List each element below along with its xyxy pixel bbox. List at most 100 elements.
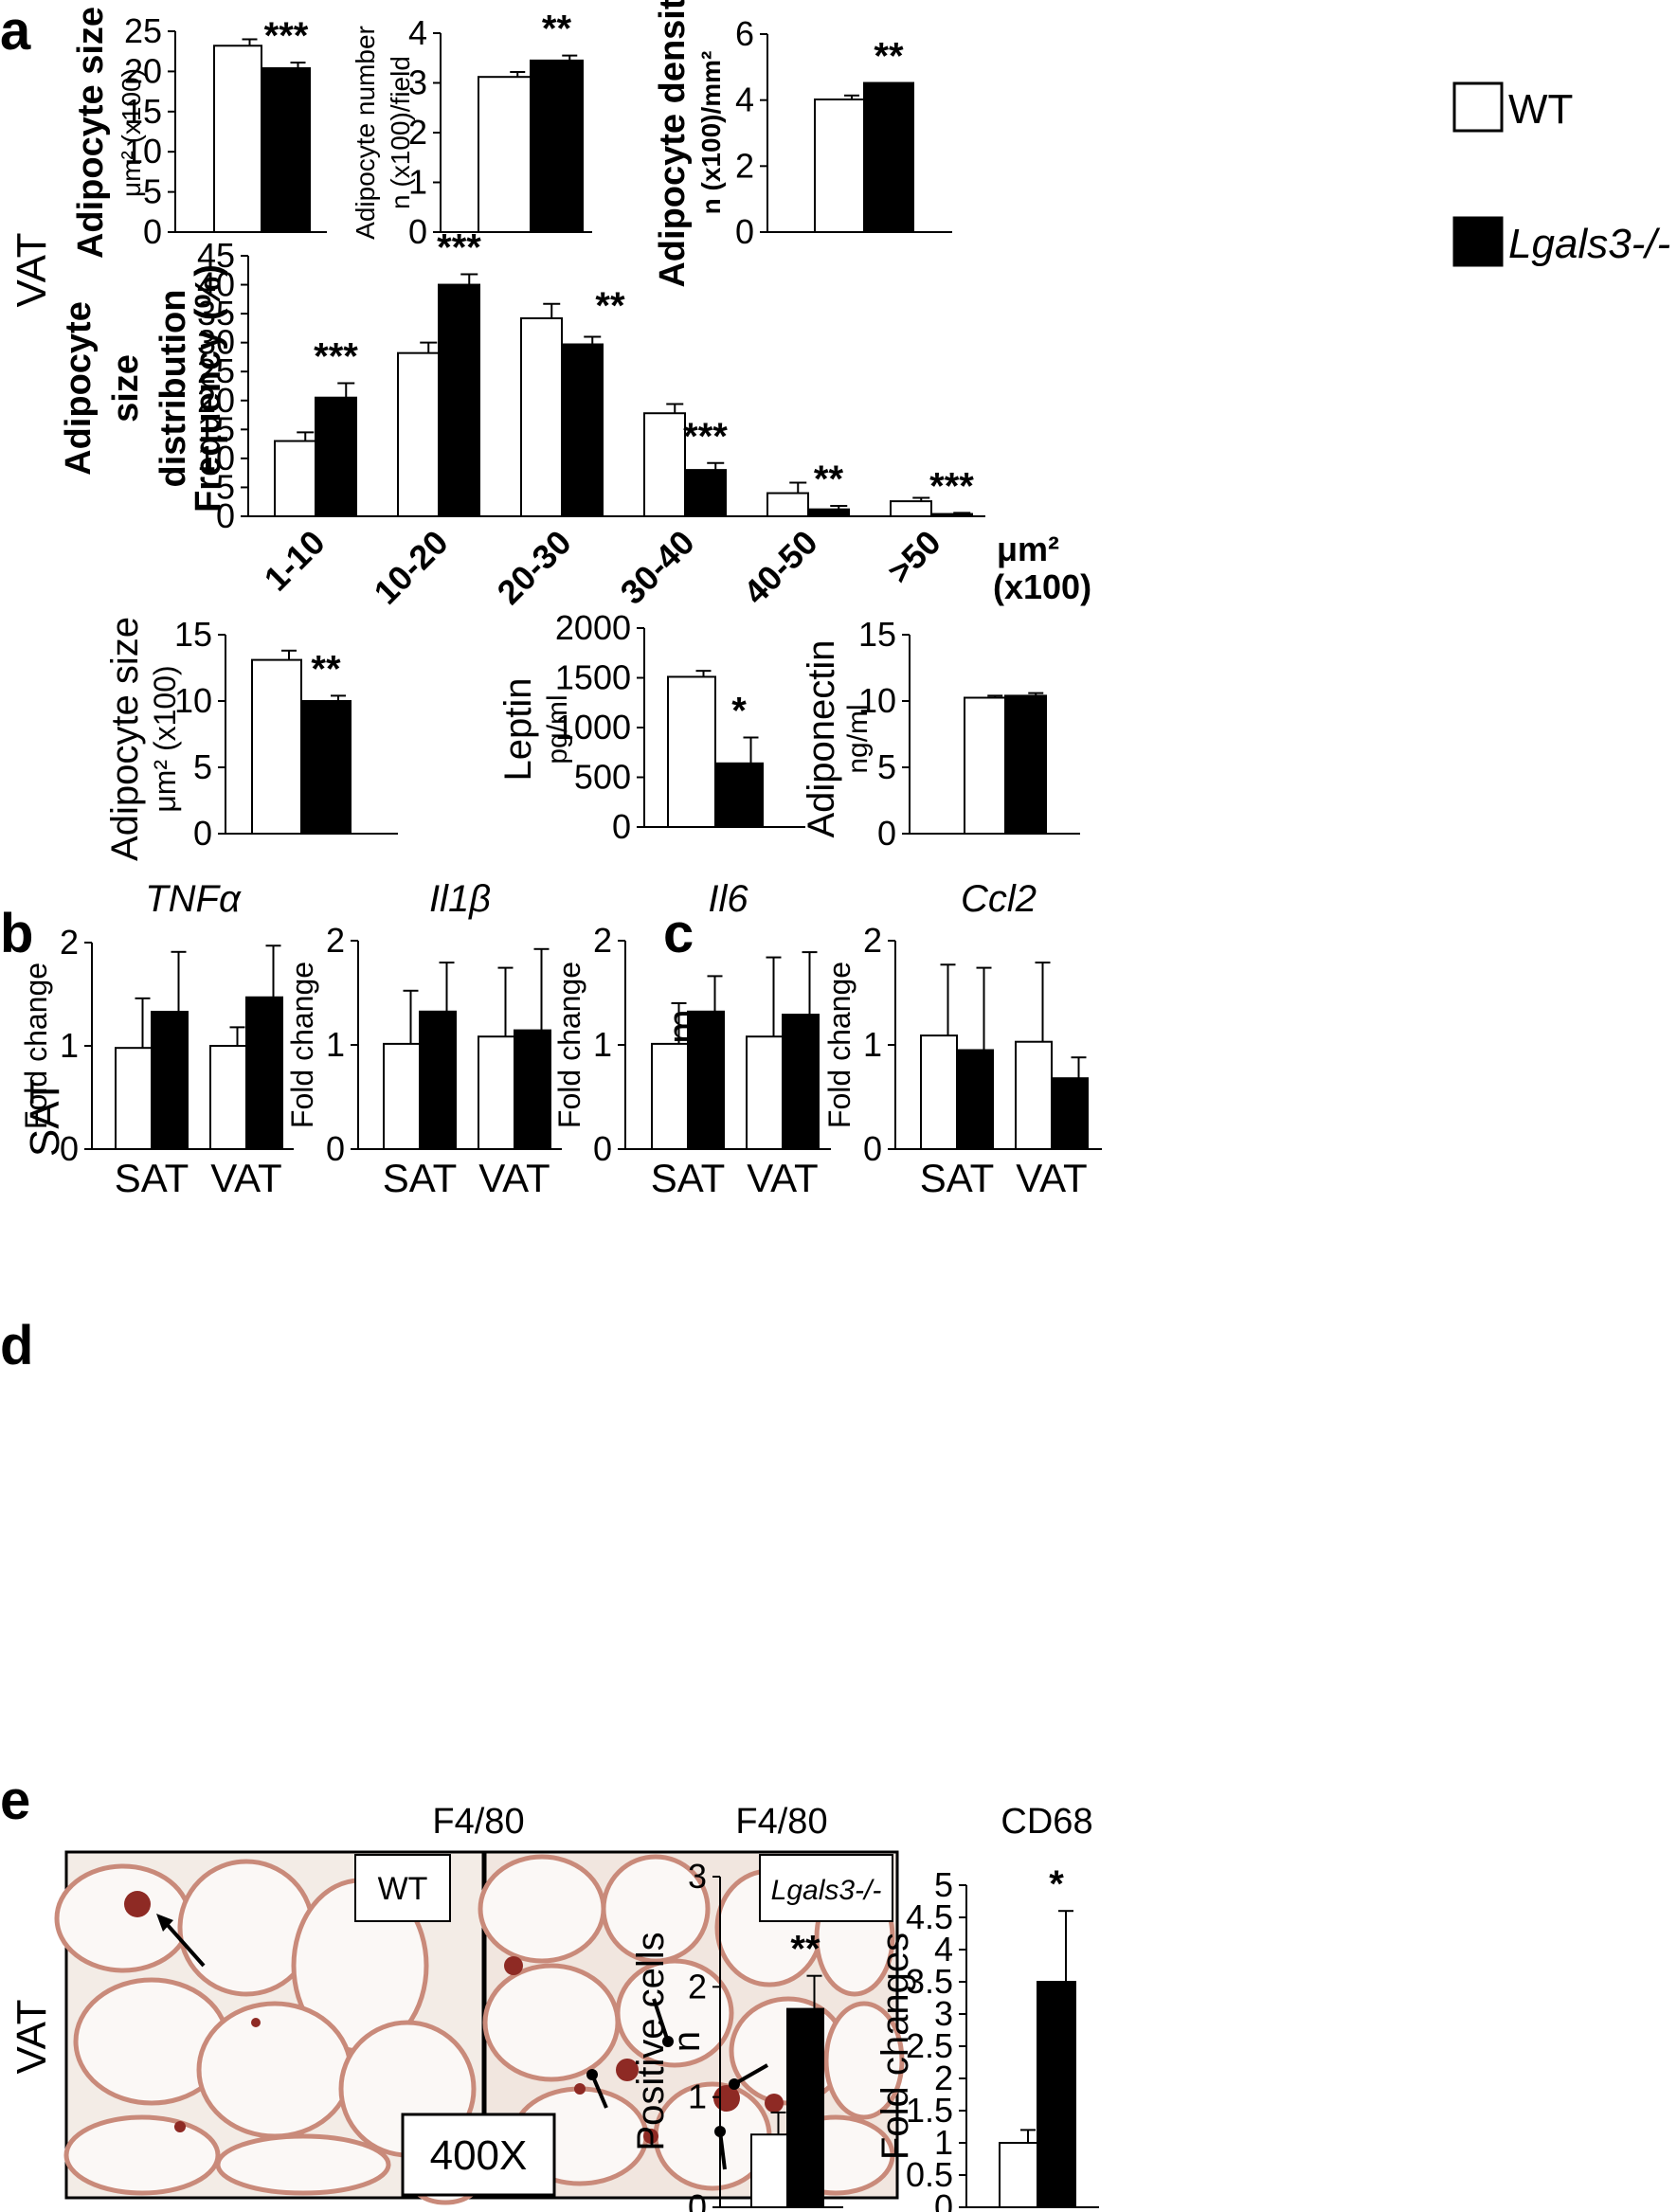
y-tick-label: 2.5 <box>906 2026 953 2065</box>
y-tick-label: 5 <box>216 467 235 506</box>
stained-cell <box>251 2018 261 2027</box>
y-tick-label: 2 <box>688 1967 707 2005</box>
bar-ko <box>930 513 973 517</box>
y-tick-label: 0 <box>612 807 631 846</box>
bar-ko <box>245 996 283 1151</box>
stained-cell <box>124 1891 151 1917</box>
y-tick-label: 15 <box>174 615 212 654</box>
significance-stars: ** <box>874 36 904 78</box>
adipocyte <box>54 1863 192 1973</box>
x-category-label: 10-20 <box>367 523 456 612</box>
y-axis-label: Adipocyte size <box>104 617 146 861</box>
bar-wt <box>766 492 809 517</box>
micrograph-ko-label: Lgals3-/- <box>771 1875 882 1906</box>
bar-ko <box>786 2007 824 2209</box>
y-axis-label: Adipocyte density <box>653 0 693 288</box>
panel-label-b: b <box>0 903 33 964</box>
significance-stars: *** <box>314 335 358 377</box>
y-axis-sublabel: ng/ml <box>842 704 874 773</box>
micrograph: F4/80 WT Lgals3-/- 400X <box>54 1802 905 2205</box>
arrow-icon <box>733 2063 768 2086</box>
chart-a_density: 0 2 4 6 ** Adipocyte density n (x100)/mm² <box>653 0 952 288</box>
y-tick-label: 5 <box>193 747 212 786</box>
y-tick-label: 2 <box>326 921 345 960</box>
stained-cell <box>574 2083 586 2095</box>
bar-wt <box>746 1035 784 1150</box>
significance-stars: ** <box>595 285 625 327</box>
y-tick-label: 3 <box>408 63 427 102</box>
arrow-head-icon <box>586 2069 598 2080</box>
y-tick-label: 1.5 <box>906 2091 953 2130</box>
x-category-label: 20-30 <box>490 523 579 612</box>
legend-label-ko: Lgals3-/- <box>1508 221 1670 267</box>
y-tick-label: 0 <box>593 1129 612 1168</box>
bar-ko <box>684 469 727 518</box>
y-tick-label: 3 <box>688 1857 707 1896</box>
y-tick-label: 20 <box>197 381 235 420</box>
y-tick-label: 2 <box>863 921 882 960</box>
bar-wt <box>274 440 316 517</box>
bar-wt <box>383 1042 421 1151</box>
panel-label-a: a <box>0 0 31 62</box>
y-tick-label: 0 <box>216 496 235 535</box>
bar-wt <box>920 1034 958 1150</box>
x-category-label: >50 <box>879 523 947 591</box>
x-category-label: 40-50 <box>736 523 825 612</box>
y-tick-label: 1500 <box>555 658 631 697</box>
y-tick-label: 3.5 <box>906 1962 953 2001</box>
bar-ko <box>956 1049 994 1150</box>
bar-ko <box>561 343 604 517</box>
chart-e_cd68: 00.511.522.533.544.55 * CD68 Fold changes <box>875 1802 1099 2212</box>
y-axis-label: Adipocyte size <box>71 7 111 259</box>
arrow-icon <box>652 1998 670 2042</box>
stained-cell <box>765 2094 784 2113</box>
arrow-head-icon <box>729 2078 740 2090</box>
adipocyte <box>482 1963 621 2082</box>
bar-ko <box>687 1010 725 1151</box>
side-label-sat: SAT <box>22 1079 68 1157</box>
y-axis-sublabel: μm² (x100) <box>148 665 182 812</box>
bar-ko <box>151 1011 189 1151</box>
y-axis-sublabel: n (x100)/field <box>386 56 415 209</box>
micrograph-title: F4/80 <box>432 1802 524 1842</box>
y-axis-sublabel: μm² (x100) <box>117 68 146 197</box>
y-tick-label: 2000 <box>555 608 631 647</box>
x-category-label: VAT <box>478 1156 550 1200</box>
y-tick-label: 5 <box>143 172 162 211</box>
bar-wt <box>667 675 716 829</box>
bar-wt <box>251 658 302 835</box>
y-axis-label-2: size <box>106 354 146 423</box>
arrow-head-icon <box>156 1914 173 1932</box>
y-axis-label: Fold change <box>19 962 53 1129</box>
bar-wt <box>964 696 1006 835</box>
adipocyte <box>823 2001 905 2120</box>
bar-ko <box>714 762 764 828</box>
bar-wt <box>478 1035 515 1150</box>
bar-ko <box>530 59 584 233</box>
y-tick-label: 0 <box>326 1129 345 1168</box>
y-axis-label: Fold change <box>552 962 586 1128</box>
chart-title: Il1β <box>429 878 491 920</box>
y-tick-label: 20 <box>124 51 162 90</box>
chart-c_leptin: 0 500 1000 1500 2000 * Leptin pg/ml <box>497 608 805 846</box>
x-category-label: SAT <box>651 1156 726 1200</box>
y-tick-label: 2 <box>735 146 754 185</box>
chart-title: Il6 <box>708 878 748 920</box>
y-tick-label: 0 <box>193 814 212 853</box>
y-tick-label: 15 <box>197 409 235 448</box>
y-tick-label: 0 <box>934 2187 953 2212</box>
bar-ko <box>1037 1981 1076 2208</box>
bar-wt <box>814 98 865 233</box>
chart-title: TNFα <box>145 878 242 920</box>
chart-d_tnf: 0 1 2 SAT VAT TNFα Fold change <box>19 878 294 1200</box>
x-unit-sublabel: (x100) <box>993 567 1091 606</box>
bar-wt <box>478 76 532 233</box>
y-tick-label: 2 <box>60 923 79 962</box>
y-tick-label: 1 <box>60 1026 79 1065</box>
y-tick-label: 1 <box>408 163 427 202</box>
y-tick-label: 10 <box>858 681 896 720</box>
y-tick-label: 0 <box>877 814 896 853</box>
bar-ko <box>514 1029 551 1150</box>
significance-stars: ** <box>814 459 844 500</box>
